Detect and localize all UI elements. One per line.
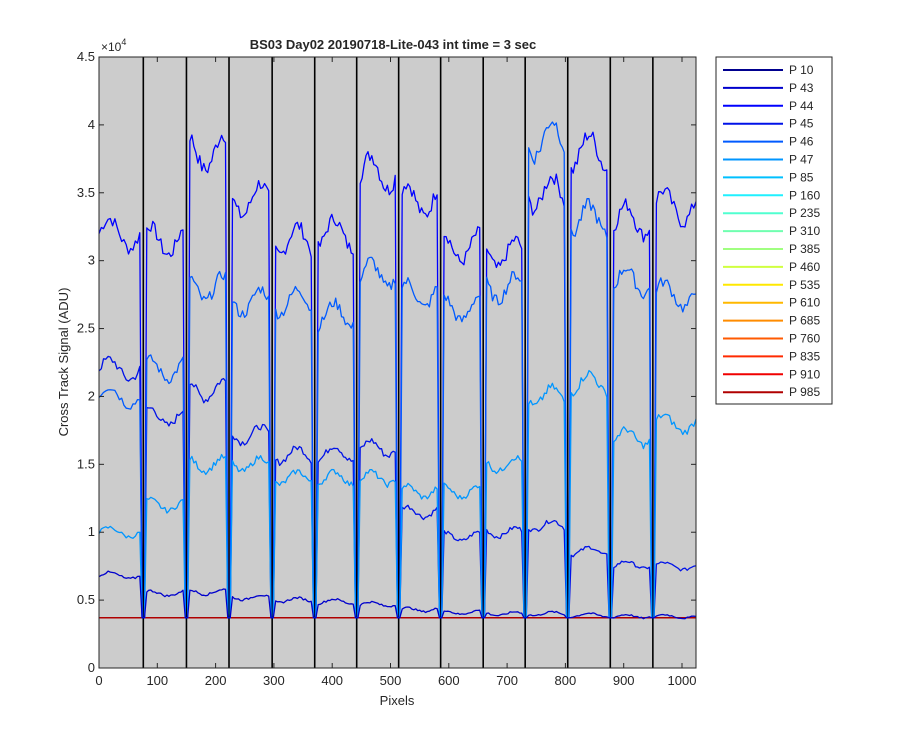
x-tick-label-700: 700 [496, 673, 518, 688]
legend-label-15: P 760 [789, 332, 820, 346]
series-layer [98, 121, 697, 620]
x-tick-label-800: 800 [555, 673, 577, 688]
legend-label-12: P 535 [789, 278, 820, 292]
series-line-p-43 [98, 570, 697, 620]
y-tick-label-9: 4.5 [77, 49, 95, 64]
legend-label-0: P 10 [789, 63, 814, 77]
x-tick-label-1000: 1000 [668, 673, 697, 688]
chart-title: BS03 Day02 20190718-Lite-043 int time = … [250, 37, 537, 52]
x-tick-label-400: 400 [321, 673, 343, 688]
legend-label-3: P 45 [789, 117, 814, 131]
y-tick-label-1: 0.5 [77, 592, 95, 607]
x-tick-label-0: 0 [95, 673, 102, 688]
legend-label-7: P 160 [789, 188, 820, 202]
legend-label-16: P 835 [789, 349, 820, 363]
y-tick-label-0: 0 [88, 660, 95, 675]
column-dividers [142, 57, 654, 668]
y-axis-label: Cross Track Signal (ADU) [56, 288, 71, 437]
x-axis: 0 100 200 300 400 500 600 700 800 900 1000 [95, 57, 696, 688]
x-tick-label-500: 500 [380, 673, 402, 688]
legend-label-13: P 610 [789, 296, 820, 310]
y-exponent-label: ×104 [101, 37, 126, 54]
y-tick-label-8: 4 [88, 117, 95, 132]
y-tick-label-2: 1 [88, 524, 95, 539]
legend-label-4: P 46 [789, 135, 814, 149]
y-tick-label-6: 3 [88, 253, 95, 268]
x-tick-label-200: 200 [205, 673, 227, 688]
x-tick-label-100: 100 [146, 673, 168, 688]
y-tick-label-4: 2 [88, 388, 95, 403]
plot-frame [98, 56, 697, 669]
x-axis-label: Pixels [380, 693, 415, 708]
y-tick-label-3: 1.5 [77, 456, 95, 471]
legend-label-2: P 44 [789, 99, 814, 113]
y-axis: 0 0.5 1 1.5 2 2.5 3 3.5 4 4.5 [77, 49, 696, 675]
x-tick-label-300: 300 [263, 673, 285, 688]
x-tick-label-600: 600 [438, 673, 460, 688]
y-tick-label-7: 3.5 [77, 185, 95, 200]
legend-label-17: P 910 [789, 367, 820, 381]
x-tick-label-900: 900 [613, 673, 635, 688]
legend-label-10: P 385 [789, 242, 820, 256]
legend-label-8: P 235 [789, 206, 820, 220]
legend-label-18: P 985 [789, 385, 820, 399]
legend-label-5: P 47 [789, 153, 814, 167]
legend: P 10 P 43 P 44 P 45 P 46 P 47 P 85 P 160 P 235 P … [715, 56, 833, 405]
legend-label-1: P 43 [789, 81, 814, 95]
y-tick-label-5: 2.5 [77, 321, 95, 336]
legend-label-14: P 685 [789, 314, 820, 328]
legend-label-6: P 85 [789, 170, 814, 184]
legend-label-9: P 310 [789, 224, 820, 238]
legend-label-11: P 460 [789, 260, 820, 274]
